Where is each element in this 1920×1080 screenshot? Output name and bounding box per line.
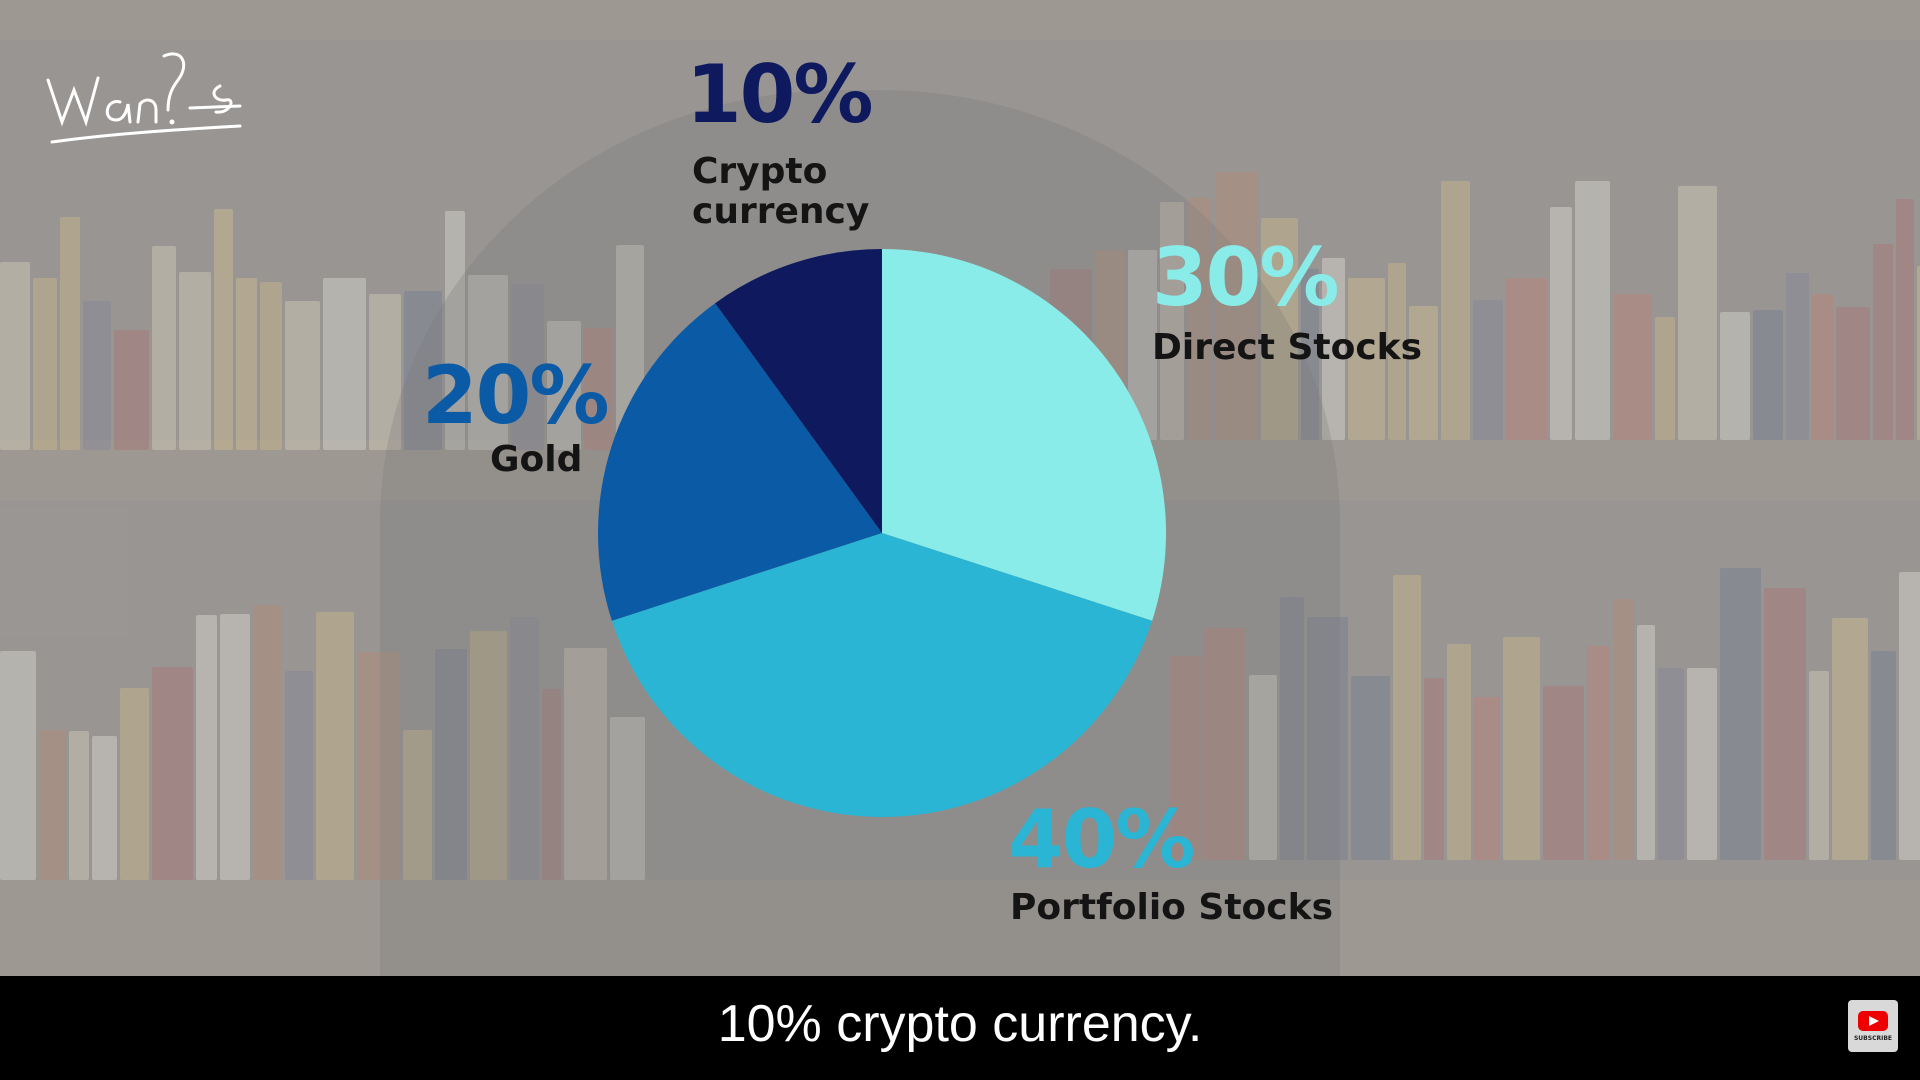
subscribe-button[interactable]: SUBSCRIBE: [1848, 1000, 1898, 1052]
direct-stocks-slice-label: Direct Stocks: [1152, 327, 1423, 368]
pie-slice-gold: [597, 303, 882, 621]
pie-slice-direct-stocks: [882, 249, 1167, 621]
gold-percent-label: 20%: [422, 349, 609, 442]
subtitle-bar: 10% crypto currency. SUBSCRIBE: [0, 976, 1920, 1080]
signature-logo-icon: [46, 52, 242, 144]
subscribe-label: SUBSCRIBE: [1853, 1034, 1892, 1042]
pie-slice-crypto-currency: [715, 249, 882, 533]
gold-slice-label: Gold: [490, 439, 583, 480]
portfolio-stocks-percent-label: 40%: [1008, 793, 1195, 886]
portfolio-stocks-slice-label: Portfolio Stocks: [1010, 887, 1333, 928]
allocation-pie-chart: [597, 249, 1167, 818]
subtitle-text: 10% crypto currency.: [717, 995, 1203, 1053]
crypto-percent-label: 10%: [686, 48, 873, 141]
pie-slice-portfolio-stocks: [611, 533, 1153, 818]
youtube-play-icon: [1858, 1010, 1888, 1031]
video-frame: 10% Crypto currency 30% Direct Stocks 20…: [0, 0, 1920, 976]
crypto-slice-label: Crypto currency: [692, 151, 870, 232]
direct-stocks-percent-label: 30%: [1152, 231, 1339, 324]
